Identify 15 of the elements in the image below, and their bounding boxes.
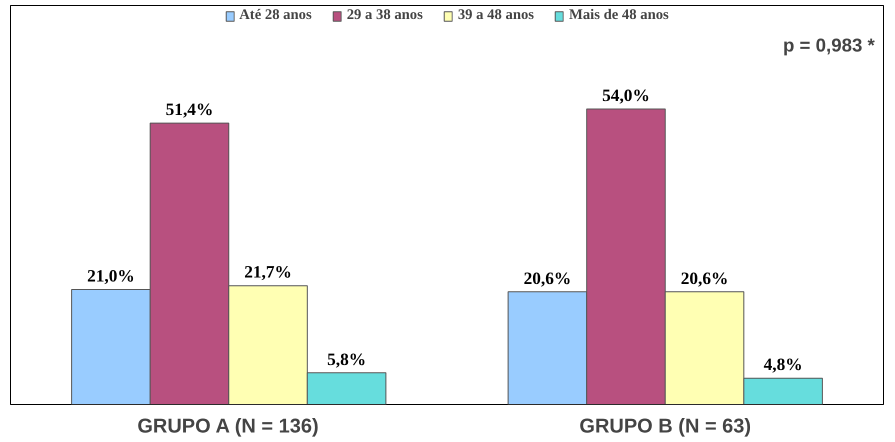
legend-label: 39 a 48 anos	[458, 7, 534, 24]
legend-label: Mais de 48 anos	[569, 7, 669, 24]
data-label: 5,8%	[327, 350, 366, 369]
data-label: 20,6%	[524, 268, 572, 288]
legend-label: 29 a 38 anos	[346, 7, 423, 24]
data-label: 4,8%	[764, 355, 803, 374]
data-label: 21,7%	[244, 262, 292, 282]
text: p = 0,983 *	[782, 34, 876, 56]
x-tick-label: GRUPO B (N = 63)	[579, 416, 752, 438]
x-tick-label: GRUPO A (N = 136)	[137, 416, 319, 438]
data-label: 54,0%	[602, 86, 650, 105]
data-label: 21,0%	[87, 266, 135, 286]
data-label: 51,4%	[166, 100, 214, 120]
data-label: 20,6%	[680, 268, 728, 288]
legend-label: Até 28 anos	[239, 7, 312, 24]
